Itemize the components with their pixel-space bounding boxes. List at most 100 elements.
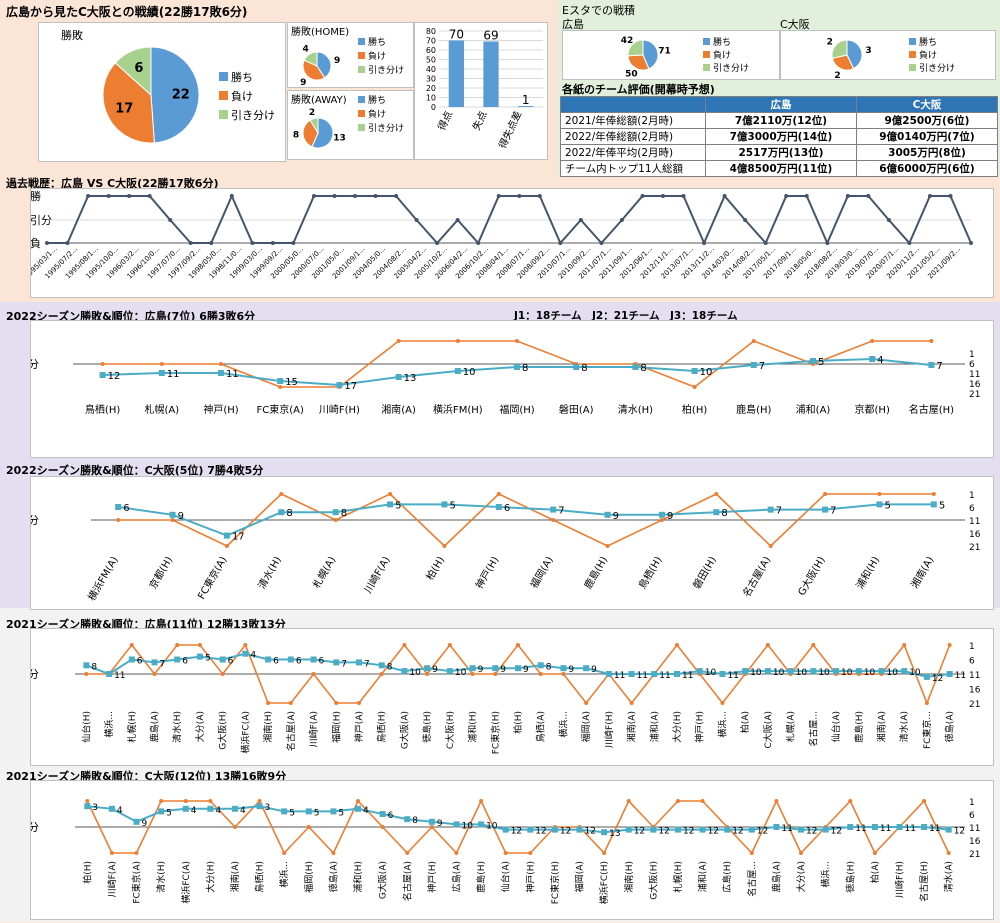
x-tick-label: 名古屋...	[807, 711, 819, 747]
rank-point	[748, 826, 755, 833]
results-point	[232, 825, 237, 829]
rank-point	[207, 805, 214, 812]
rank-data-label: 15	[285, 377, 298, 388]
rank-tick-label: 21	[969, 543, 980, 553]
y-tick-label: 30	[426, 75, 436, 84]
h2021-panel: 勝引分負16111621[勝敗] [順位]8116765646667781091…	[17, 613, 994, 766]
history-point	[127, 194, 132, 198]
rank-point	[278, 509, 285, 516]
rank-data-label: 10	[864, 668, 876, 678]
x-tick-label: 横浜FC(A)	[180, 861, 192, 904]
rank-data-label: 11	[727, 671, 738, 681]
rank-point	[115, 504, 122, 510]
x-tick-label: 湘南(A)	[381, 403, 416, 416]
rank-point	[696, 668, 703, 675]
results-point	[129, 643, 134, 647]
pie-data-label: 22	[172, 87, 190, 102]
rank-point	[674, 671, 681, 677]
x-tick-label: 川崎F(A)	[106, 861, 118, 897]
results-point	[279, 492, 284, 496]
rank-point	[560, 665, 567, 672]
x-tick-label: 神戸(A)	[353, 711, 365, 742]
x-tick-label: FC東京(A)	[257, 403, 304, 416]
history-point	[414, 218, 419, 222]
legend-label: 引き分け	[713, 63, 749, 74]
x-tick-label: 大分(A)	[795, 861, 807, 892]
x-tick-label: 鳥栖(H)	[85, 403, 120, 416]
eval-cell: 6億6000万円(6位)	[855, 160, 999, 177]
rank-point	[742, 668, 749, 675]
x-tick-label: 磐田(A)	[559, 403, 594, 416]
results-point	[924, 701, 929, 705]
results-point	[931, 492, 936, 496]
x-tick-label: G大阪(H)	[795, 554, 828, 598]
results-point	[584, 701, 589, 705]
x-tick-label: 仙台(A)	[830, 711, 842, 742]
x-tick-label: 鹿島(A)	[149, 711, 161, 742]
legend-label: 負け	[231, 90, 253, 103]
x-tick-label: 横浜FC(A)	[239, 711, 251, 754]
rank-data-label: 4	[877, 355, 883, 366]
history-point	[435, 241, 440, 245]
rank-data-label: 12	[831, 827, 842, 837]
results-point	[356, 799, 361, 803]
rank-data-label: 7	[830, 506, 836, 517]
history-point	[886, 218, 891, 222]
x-tick-label: 名古屋(A)	[401, 861, 413, 901]
x-tick-label: 柏(A)	[869, 861, 881, 883]
pie-slice	[150, 46, 200, 144]
x-tick-label: 徳島(A)	[944, 711, 956, 742]
legend-label: 負け	[368, 50, 386, 62]
results-point	[700, 799, 705, 803]
legend-label: 引き分け	[368, 65, 404, 76]
results-point	[561, 672, 566, 676]
results-point	[278, 385, 283, 389]
estadium-title: Eスタでの戦積	[562, 4, 635, 17]
rank-point	[628, 671, 635, 677]
rank-tick-label: 6	[969, 811, 975, 821]
rank-point	[182, 805, 189, 812]
rank-point	[158, 808, 165, 815]
rank-point	[901, 668, 908, 675]
eval-cell: 2517万円(13位)	[705, 144, 857, 161]
estadium-cosaka-panel: 3 2 2 勝ち 負け 引き分け	[780, 30, 996, 81]
rank-point	[810, 358, 816, 364]
rank-point	[833, 668, 840, 675]
rank-data-label: 17	[344, 381, 357, 392]
rank-point	[930, 501, 937, 508]
x-tick-label: 横浜...	[716, 711, 728, 738]
rank-point	[332, 509, 339, 516]
league-note: J1：18チーム J2：21チーム J3：18チーム	[514, 310, 738, 322]
results-point	[219, 362, 223, 366]
rank-point	[822, 506, 829, 513]
legend-swatch	[219, 91, 228, 100]
rank-data-label: 12	[932, 674, 943, 684]
rank-point	[287, 656, 294, 663]
rank-tick-label: 16	[969, 380, 981, 390]
history-point	[537, 194, 542, 198]
results-point	[496, 492, 501, 496]
eval-cell: 3005万円(8位)	[855, 144, 999, 161]
rank-data-label: 8	[640, 363, 646, 374]
results-point	[692, 385, 697, 389]
bar-data-label: 70	[449, 28, 464, 42]
rank-data-label: 11	[955, 671, 966, 681]
x-tick-label: 名古屋(A)	[740, 554, 774, 599]
rank-point	[767, 506, 774, 513]
rank-data-label: 9	[432, 665, 438, 675]
results-point	[243, 643, 248, 647]
rank-point	[946, 671, 953, 677]
rank-data-label: 6	[296, 657, 302, 667]
pie-data-label: 9	[334, 56, 340, 66]
results-point	[714, 492, 719, 496]
x-tick-label: 浦和(A)	[697, 861, 709, 892]
history-point	[106, 194, 111, 198]
rank-tick-label: 11	[969, 370, 980, 380]
history-point	[147, 194, 152, 198]
history-point	[681, 194, 686, 198]
legend-swatch	[358, 52, 365, 59]
results-point	[872, 851, 877, 855]
x-tick-label: 浦和(A)	[648, 711, 660, 742]
rank-tick-label: 1	[969, 491, 975, 501]
estadium-cosaka-label: C大阪	[780, 18, 810, 31]
